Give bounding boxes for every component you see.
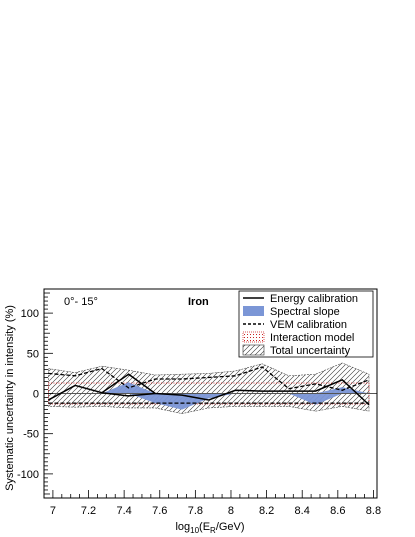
y-tick-label: 100 xyxy=(21,308,39,320)
y-tick-label: 50 xyxy=(27,348,39,360)
x-axis-title: log10(ER/GeV) xyxy=(175,521,244,535)
y-axis-title: Systematic uncertainty in intensity (%) xyxy=(4,305,16,491)
plot-area xyxy=(44,362,377,414)
x-tick-label: 8 xyxy=(228,505,234,517)
legend-label-slope: Spectral slope xyxy=(270,306,340,318)
total-uncertainty-band xyxy=(48,362,370,414)
y-tick-label: 0 xyxy=(33,389,39,401)
y-tick-label: -100 xyxy=(17,469,39,481)
y-tick-label: -50 xyxy=(23,429,39,441)
legend-label-energy: Energy calibration xyxy=(270,293,358,305)
x-tick-label: 8.2 xyxy=(259,505,274,517)
x-tick-label: 8.8 xyxy=(366,505,381,517)
x-tick-label: 8.4 xyxy=(295,505,310,517)
spectral-slope-band xyxy=(48,382,369,410)
x-tick-label: 7.8 xyxy=(188,505,203,517)
vem-calibration-upper-line xyxy=(48,366,370,391)
legend-label-interaction: Interaction model xyxy=(270,332,354,344)
energy-calibration-lower-line xyxy=(101,391,156,397)
x-tick-label: 7.6 xyxy=(152,505,167,517)
x-tick-label: 7 xyxy=(50,505,56,517)
interaction-model-band xyxy=(48,382,370,405)
legend-swatch-interaction xyxy=(242,331,265,343)
legend-swatch-slope xyxy=(243,306,264,316)
x-tick-label: 8.6 xyxy=(330,505,345,517)
axes: 7 7.2 7.4 7.6 7.8 8 8.2 8.4 8.6 8.8 -100 -50 0 50 100 xyxy=(17,288,381,517)
angle-annotation: 0°- 15° xyxy=(64,296,98,308)
composition-annotation: Iron xyxy=(188,296,209,308)
energy-calibration-line xyxy=(48,373,370,406)
legend-swatch-total xyxy=(242,344,265,356)
legend-label-total: Total uncertainty xyxy=(270,345,351,357)
legend: Energy calibration Spectral slope VEM ca… xyxy=(238,290,374,358)
legend-label-vem: VEM calibration xyxy=(270,319,347,331)
x-tick-label: 7.2 xyxy=(81,505,96,517)
x-tick-label: 7.4 xyxy=(116,505,131,517)
